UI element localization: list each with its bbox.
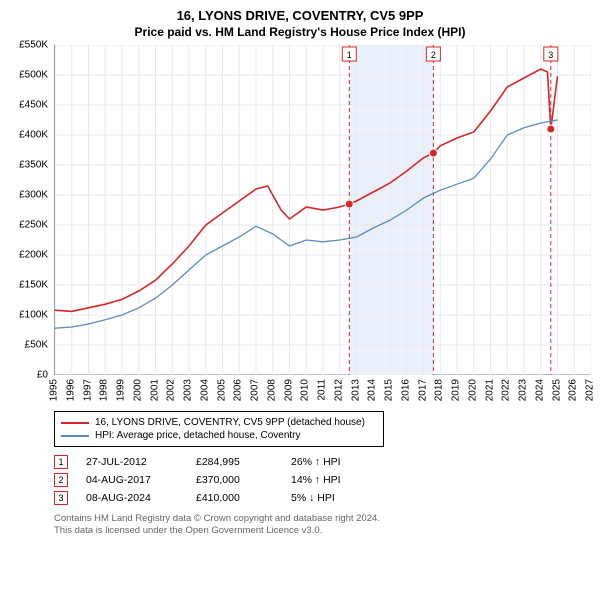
event-badge: 2 [54, 473, 68, 487]
x-tick-label: 2003 [183, 379, 194, 401]
x-tick-label: 2022 [501, 379, 512, 401]
legend-swatch [61, 435, 89, 437]
legend-swatch [61, 422, 89, 424]
chart-container: £0 £50K £100K £150K £200K £250K £300K £350K £400… [10, 45, 590, 405]
event-row: 1 27-JUL-2012£284,99526% ↑ HPI [54, 453, 590, 471]
y-tick-label: £300K [19, 190, 48, 201]
event-row: 3 08-AUG-2024£410,0005% ↓ HPI [54, 489, 590, 507]
x-tick-label: 1999 [116, 379, 127, 401]
event-price: £284,995 [196, 456, 291, 468]
legend-item: 16, LYONS DRIVE, COVENTRY, CV5 9PP (deta… [61, 416, 377, 429]
svg-text:3: 3 [548, 50, 553, 60]
footer-line-1: Contains HM Land Registry data © Crown c… [54, 513, 590, 525]
footer-line-2: This data is licensed under the Open Gov… [54, 525, 590, 537]
page-title: 16, LYONS DRIVE, COVENTRY, CV5 9PP [10, 8, 590, 23]
y-tick-label: £100K [19, 310, 48, 321]
x-tick-label: 2017 [417, 379, 428, 401]
event-date: 04-AUG-2017 [86, 474, 196, 486]
x-tick-label: 2015 [384, 379, 395, 401]
y-axis-labels: £0£50K£100K£150K£200K£250K£300K£350K£400… [10, 45, 52, 375]
x-tick-label: 2008 [266, 379, 277, 401]
page-subtitle: Price paid vs. HM Land Registry's House … [10, 25, 590, 39]
legend-item: HPI: Average price, detached house, Cove… [61, 429, 377, 442]
x-tick-label: 2000 [132, 379, 143, 401]
x-tick-label: 1995 [49, 379, 60, 401]
y-tick-label: £0 [37, 370, 48, 381]
x-tick-label: 2004 [199, 379, 210, 401]
x-tick-label: 2011 [317, 379, 328, 401]
event-diff: 5% ↓ HPI [291, 492, 335, 504]
y-tick-label: £350K [19, 160, 48, 171]
chart-plot-area: 1 2 3 [54, 45, 590, 375]
y-tick-label: £450K [19, 100, 48, 111]
x-tick-label: 2009 [283, 379, 294, 401]
x-tick-label: 2025 [551, 379, 562, 401]
event-row: 2 04-AUG-2017£370,00014% ↑ HPI [54, 471, 590, 489]
svg-text:2: 2 [431, 50, 436, 60]
x-tick-label: 1996 [65, 379, 76, 401]
event-date: 27-JUL-2012 [86, 456, 196, 468]
y-tick-label: £500K [19, 70, 48, 81]
event-diff: 26% ↑ HPI [291, 456, 341, 468]
y-tick-label: £50K [25, 340, 48, 351]
x-tick-label: 2024 [534, 379, 545, 401]
x-tick-label: 2026 [568, 379, 579, 401]
x-tick-label: 2002 [166, 379, 177, 401]
x-tick-label: 2016 [400, 379, 411, 401]
legend-label: 16, LYONS DRIVE, COVENTRY, CV5 9PP (deta… [95, 417, 365, 428]
x-tick-label: 1997 [82, 379, 93, 401]
y-tick-label: £150K [19, 280, 48, 291]
footer-attribution: Contains HM Land Registry data © Crown c… [54, 513, 590, 537]
x-tick-label: 2006 [233, 379, 244, 401]
x-tick-label: 2007 [250, 379, 261, 401]
y-tick-label: £400K [19, 130, 48, 141]
x-tick-label: 2013 [350, 379, 361, 401]
event-price: £370,000 [196, 474, 291, 486]
x-tick-label: 2023 [518, 379, 529, 401]
event-badge: 1 [54, 455, 68, 469]
legend-box: 16, LYONS DRIVE, COVENTRY, CV5 9PP (deta… [54, 411, 384, 447]
x-tick-label: 2019 [451, 379, 462, 401]
events-table: 1 27-JUL-2012£284,99526% ↑ HPI 2 04-AUG-201… [54, 453, 590, 507]
x-tick-label: 2027 [585, 379, 596, 401]
x-axis-labels: 1995199619971998199920002001200220032004… [54, 377, 590, 405]
event-price: £410,000 [196, 492, 291, 504]
y-tick-label: £250K [19, 220, 48, 231]
event-diff: 14% ↑ HPI [291, 474, 341, 486]
x-tick-label: 2020 [467, 379, 478, 401]
y-tick-label: £200K [19, 250, 48, 261]
x-tick-label: 2021 [484, 379, 495, 401]
svg-text:1: 1 [347, 50, 352, 60]
event-date: 08-AUG-2024 [86, 492, 196, 504]
x-tick-label: 2018 [434, 379, 445, 401]
x-tick-label: 2001 [149, 379, 160, 401]
legend-label: HPI: Average price, detached house, Cove… [95, 430, 301, 441]
y-tick-label: £550K [19, 40, 48, 51]
chart-svg: 1 2 3 [55, 45, 591, 375]
x-tick-label: 2010 [300, 379, 311, 401]
event-badge: 3 [54, 491, 68, 505]
x-tick-label: 2005 [216, 379, 227, 401]
x-tick-label: 2014 [367, 379, 378, 401]
x-tick-label: 1998 [99, 379, 110, 401]
x-tick-label: 2012 [333, 379, 344, 401]
